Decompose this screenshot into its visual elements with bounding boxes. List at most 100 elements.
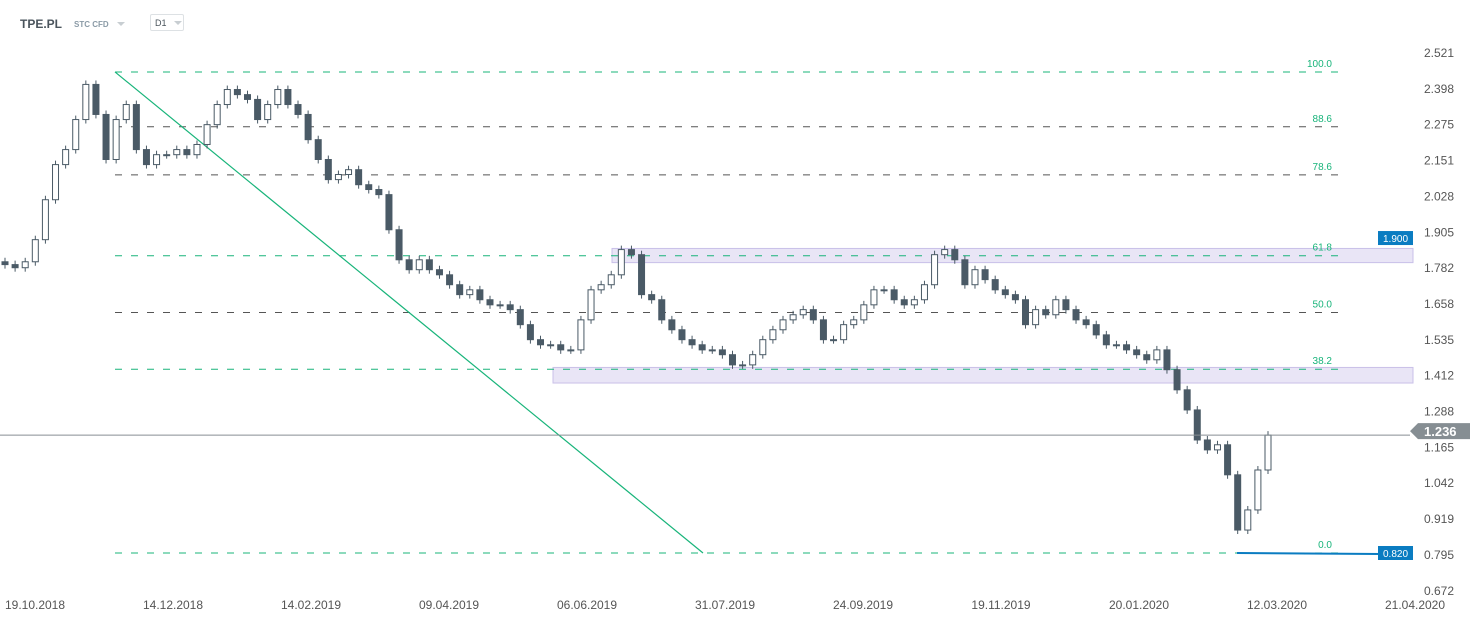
horizontal-level-line [1236, 552, 1381, 555]
fib-level-label: 88.6 [1313, 114, 1333, 125]
bullish-candle [870, 289, 878, 306]
bearish-candle [951, 249, 959, 261]
bearish-candle [233, 89, 241, 96]
x-tick-label: 19.11.2019 [971, 598, 1030, 612]
bullish-candle [223, 89, 231, 106]
bearish-candle [890, 289, 898, 301]
bearish-candle [1163, 349, 1171, 371]
chevron-down-icon[interactable] [116, 22, 125, 26]
bullish-candle [153, 154, 161, 166]
bullish-candle [82, 83, 90, 121]
bullish-candle [213, 104, 221, 126]
bearish-candle [425, 259, 433, 271]
bearish-candle [678, 329, 686, 341]
fib-level-label: 78.6 [1313, 162, 1333, 173]
bullish-candle [1254, 469, 1262, 511]
bearish-candle [648, 294, 656, 301]
bearish-candle [1042, 309, 1050, 316]
bearish-candle [1234, 474, 1242, 531]
bullish-candle [597, 284, 605, 291]
bearish-candle [1183, 389, 1191, 411]
bearish-candle [294, 104, 302, 115]
bearish-candle [627, 249, 635, 256]
instrument-type: STC CFD [74, 19, 109, 29]
bullish-candle [122, 104, 130, 121]
fib-level-label: 100.0 [1307, 59, 1332, 70]
x-tick-label: 21.04.2020 [1385, 598, 1445, 612]
fib-level-label: 50.0 [1313, 299, 1333, 310]
bearish-candle [314, 139, 322, 160]
bearish-candle [254, 98, 262, 121]
x-axis: 19.10.2018 14.12.2018 14.02.2019 09.04.2019… [5, 598, 1445, 612]
bearish-candle [92, 83, 100, 115]
bearish-candle [375, 189, 383, 196]
bearish-candle [102, 113, 110, 160]
bullish-candle [1032, 309, 1040, 326]
timeframe-select[interactable]: D1 [150, 14, 184, 31]
bullish-candle [496, 304, 504, 307]
bearish-candle [1133, 349, 1141, 356]
fib-level-label: 0.0 [1318, 540, 1332, 551]
bullish-candle [112, 119, 120, 160]
candles [1, 80, 1272, 535]
bullish-candle [971, 269, 979, 286]
instrument-header[interactable]: TPE.PL STC CFD [20, 14, 125, 34]
x-tick-label: 14.12.2018 [143, 598, 203, 612]
x-tick-label: 31.07.2019 [695, 598, 755, 612]
y-tick-label: 1.658 [1424, 297, 1454, 311]
bullish-candle [708, 349, 716, 352]
bullish-candle [587, 289, 595, 321]
bearish-candle [506, 304, 514, 311]
y-tick-label: 0.919 [1424, 512, 1454, 526]
x-tick-label: 14.02.2019 [281, 598, 341, 612]
y-tick-label: 2.028 [1424, 189, 1454, 203]
bullish-candle [264, 104, 272, 121]
bearish-candle [405, 259, 413, 271]
bullish-candle [52, 164, 60, 201]
bearish-candle [516, 309, 524, 326]
bearish-candle [981, 269, 989, 281]
bearish-candle [819, 319, 827, 341]
bearish-candle [435, 269, 443, 276]
bearish-candle [1072, 309, 1080, 321]
bullish-candle [799, 309, 807, 316]
bullish-candle [769, 329, 777, 341]
bullish-candle [931, 254, 939, 286]
bearish-candle [1123, 344, 1131, 351]
x-tick-label: 24.09.2019 [833, 598, 893, 612]
zones [552, 247, 1414, 384]
y-tick-label: 1.782 [1424, 261, 1454, 275]
bearish-candle [486, 299, 494, 306]
bullish-candle [1213, 444, 1221, 451]
bullish-candle [274, 89, 282, 106]
timeframe-value: D1 [155, 17, 167, 28]
current-price-tag [1410, 423, 1470, 440]
price-label: 0.820 [1383, 549, 1408, 560]
y-tick-label: 2.398 [1424, 82, 1454, 96]
bullish-candle [163, 154, 171, 157]
price-label: 1.900 [1383, 234, 1408, 245]
bullish-candle [607, 274, 615, 286]
bullish-candle [203, 124, 211, 145]
bullish-candle [577, 319, 585, 351]
bullish-candle [62, 149, 70, 166]
bearish-candle [961, 259, 969, 286]
chevron-down-icon [173, 20, 182, 25]
bearish-candle [132, 104, 140, 151]
bullish-candle [21, 261, 29, 269]
bearish-candle [456, 284, 464, 296]
y-tick-label: 1.288 [1424, 405, 1454, 419]
bearish-candle [446, 274, 454, 286]
bearish-candle [658, 299, 666, 321]
bullish-candle [789, 314, 797, 321]
fib-level-label: 61.8 [1313, 243, 1333, 254]
bearish-candle [1102, 334, 1110, 346]
x-tick-label: 20.01.2020 [1109, 598, 1169, 612]
bullish-candle [334, 174, 342, 181]
bearish-candle [638, 254, 646, 296]
x-tick-label: 06.06.2019 [557, 598, 617, 612]
bearish-candle [395, 229, 403, 261]
bullish-candle [41, 199, 49, 241]
bearish-candle [183, 149, 191, 156]
